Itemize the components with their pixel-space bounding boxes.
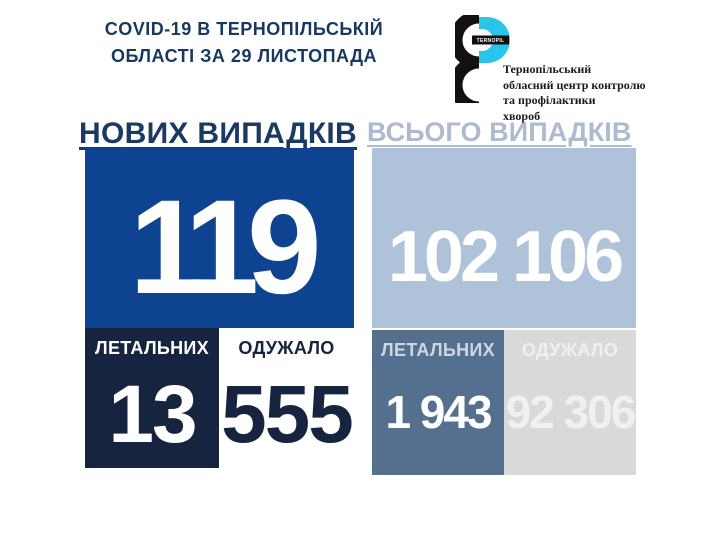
svg-text:TERNOPIL: TERNOPIL xyxy=(477,38,505,44)
